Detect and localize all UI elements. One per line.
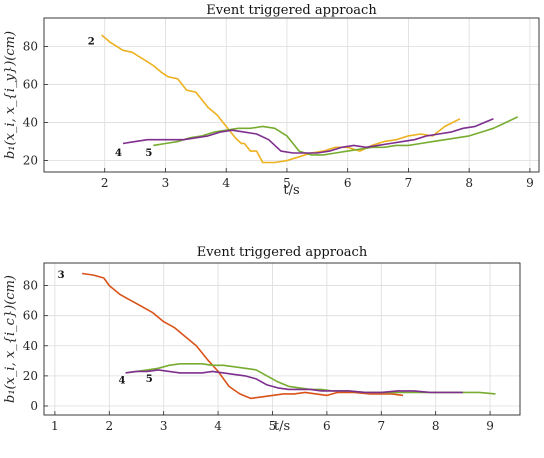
x-tick-label: 9: [486, 419, 494, 433]
axes-frame: [43, 262, 521, 416]
x-tick-label: 3: [160, 419, 168, 433]
chart-title: Event triggered approach: [206, 3, 377, 18]
series-annotation: 4: [119, 375, 126, 386]
x-tick-label: 2: [101, 176, 109, 190]
x-axis-label: t/s: [274, 419, 290, 434]
x-tick-label: 7: [405, 176, 413, 190]
y-tick-label: 60: [23, 78, 38, 92]
series-line-1: [81, 272, 404, 400]
x-tick-label: 6: [323, 419, 331, 433]
y-tick-label: 60: [23, 309, 38, 323]
y-tick-label: 80: [23, 279, 38, 293]
series-line-1: [101, 34, 461, 164]
series-annotation: 5: [146, 374, 153, 385]
y-axis-label: b₁(x_i, x_{i_y})(cm): [3, 31, 18, 159]
series-annotation: 5: [145, 148, 152, 159]
x-tick-label: 4: [222, 176, 230, 190]
x-tick-label: 9: [526, 176, 534, 190]
y-axis-label: b₁(x_i, x_{i_c})(cm): [3, 275, 18, 403]
x-tick-label: 8: [432, 419, 440, 433]
plot-area: [44, 18, 539, 172]
chart-2: 1 2 3 4 5 6 7 8 9 0 20 40 60 80 Event triggered approa…: [3, 245, 521, 434]
series-line-3: [122, 118, 494, 154]
x-tick-label: 6: [344, 176, 352, 190]
x-tick-label: 3: [162, 176, 170, 190]
x-tick-label: 5: [269, 419, 277, 433]
x-tick-label: 7: [377, 419, 385, 433]
axes-frame: [43, 17, 540, 173]
series-line-2: [153, 116, 519, 156]
y-tick-label: 20: [23, 369, 38, 383]
y-tick-label: 0: [30, 399, 38, 413]
series-annotation: 3: [58, 270, 65, 281]
series-annotation: 2: [88, 37, 95, 48]
series-line-3: [125, 369, 463, 394]
x-axis-label: t/s: [283, 183, 299, 198]
y-tick-label: 40: [23, 339, 38, 353]
y-tick-label: 40: [23, 116, 38, 130]
x-tick-label: 8: [465, 176, 473, 190]
x-tick-label: 4: [214, 419, 222, 433]
plot-area: [44, 263, 520, 415]
x-tick-label: 5: [283, 176, 291, 190]
chart-title: Event triggered approach: [197, 245, 368, 260]
series-line-2: [125, 362, 496, 395]
chart-1: 2 3 4 5 6 7 8 9 20 40 60 80 Event triggered approach…: [3, 3, 540, 198]
series-annotation: 4: [115, 148, 122, 159]
y-tick-label: 20: [23, 154, 38, 168]
x-tick-label: 1: [51, 419, 59, 433]
y-tick-label: 80: [23, 40, 38, 54]
x-tick-label: 2: [105, 419, 113, 433]
